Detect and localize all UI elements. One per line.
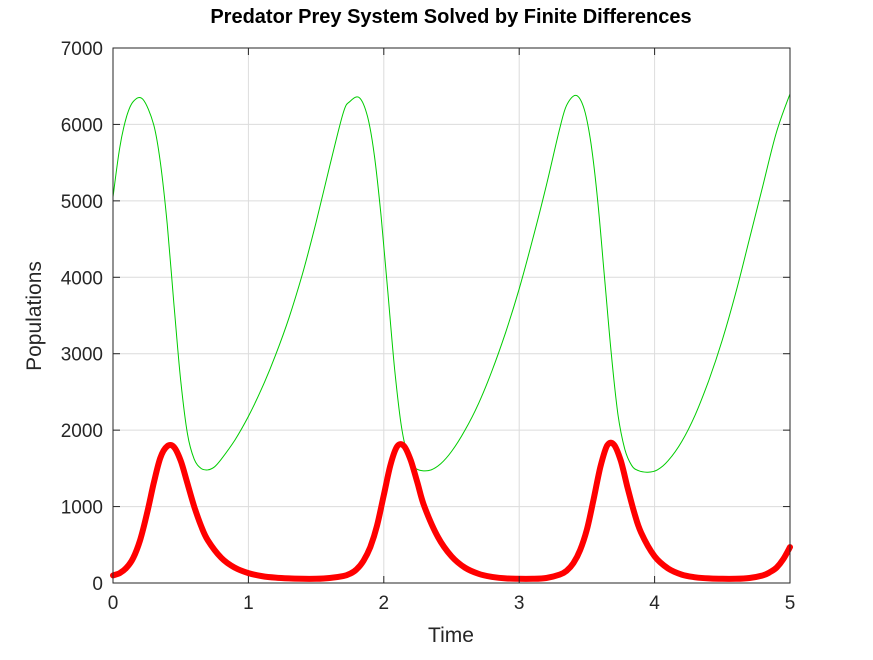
y-tick-label: 3000 [61, 345, 103, 366]
series-line-2 [110, 439, 793, 582]
x-tick-label: 4 [649, 593, 660, 614]
y-tick-label: 5000 [61, 192, 103, 213]
x-tick-label: 0 [108, 593, 119, 614]
y-tick-label: 6000 [61, 115, 103, 136]
x-tick-label: 2 [379, 593, 390, 614]
x-axis-label: Time [428, 624, 474, 647]
y-axis-label: Populations [23, 261, 46, 371]
plot-frame [112, 47, 791, 584]
ticks: 0 1 2 3 4 5 0 1000 2000 3000 4000 5000 6000 7000 [61, 39, 796, 614]
y-tick-label: 0 [92, 574, 103, 595]
series-layer [110, 93, 793, 582]
series-line-1 [112, 93, 791, 473]
y-tick-label: 2000 [61, 421, 103, 442]
y-tick-label: 4000 [61, 268, 103, 289]
x-tick-label: 5 [785, 593, 796, 614]
chart-title: Predator Prey System Solved by Finite Di… [210, 6, 691, 28]
x-tick-label: 1 [243, 593, 254, 614]
y-tick-label: 1000 [61, 498, 103, 519]
y-tick-label: 7000 [61, 39, 103, 60]
x-tick-label: 3 [514, 593, 525, 614]
grid [112, 47, 791, 584]
